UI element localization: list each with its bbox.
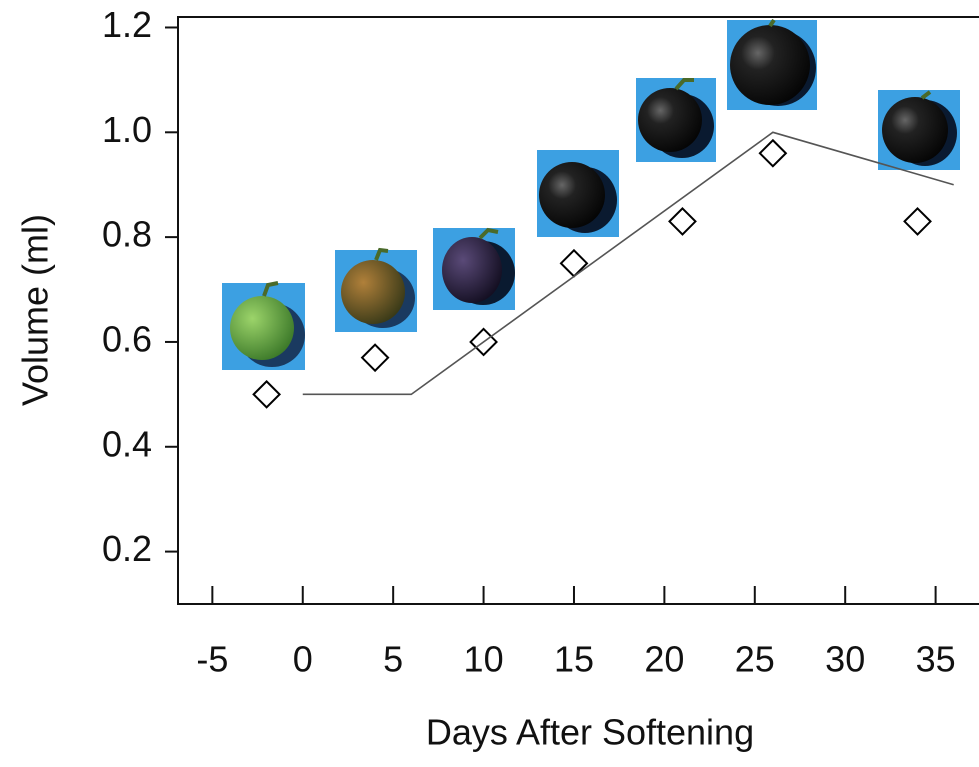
- x-tick-label: 20: [644, 639, 684, 680]
- diamond-point: [758, 138, 788, 168]
- diamond-point: [668, 206, 697, 236]
- x-tick-label: 10: [464, 639, 504, 680]
- grape-photo: [433, 227, 515, 310]
- y-tick-label: 0.2: [102, 528, 152, 569]
- x-tick-label: 25: [735, 639, 775, 680]
- grape-photos: [222, 18, 960, 370]
- grape-photo: [636, 78, 716, 162]
- y-tick-label: 0.6: [102, 318, 152, 359]
- x-tick-label: 35: [916, 639, 956, 680]
- y-tick-label: 0.8: [102, 214, 152, 255]
- grape-photo: [222, 281, 305, 370]
- diamond-point: [360, 343, 390, 373]
- x-tick-label: 15: [554, 639, 594, 680]
- grape-photo: [878, 90, 960, 170]
- y-tick-label: 0.4: [102, 423, 152, 464]
- y-tick-label: 1.2: [102, 4, 152, 45]
- diamond-point: [903, 206, 932, 236]
- y-tick-label: 1.0: [102, 109, 152, 150]
- grape-photo: [335, 247, 417, 332]
- trend-line: [302, 131, 954, 396]
- x-tick-label: -5: [196, 639, 228, 680]
- grape-photo: [537, 150, 619, 237]
- x-tick-label: 30: [825, 639, 865, 680]
- x-tick-label: 0: [293, 639, 313, 680]
- diamond-point: [252, 379, 282, 409]
- y-axis-title: Volume (ml): [15, 214, 56, 406]
- x-axis-title: Days After Softening: [426, 712, 754, 753]
- grape-photo: [727, 18, 817, 110]
- diamond-point: [559, 248, 589, 278]
- x-tick-label: 5: [383, 639, 403, 680]
